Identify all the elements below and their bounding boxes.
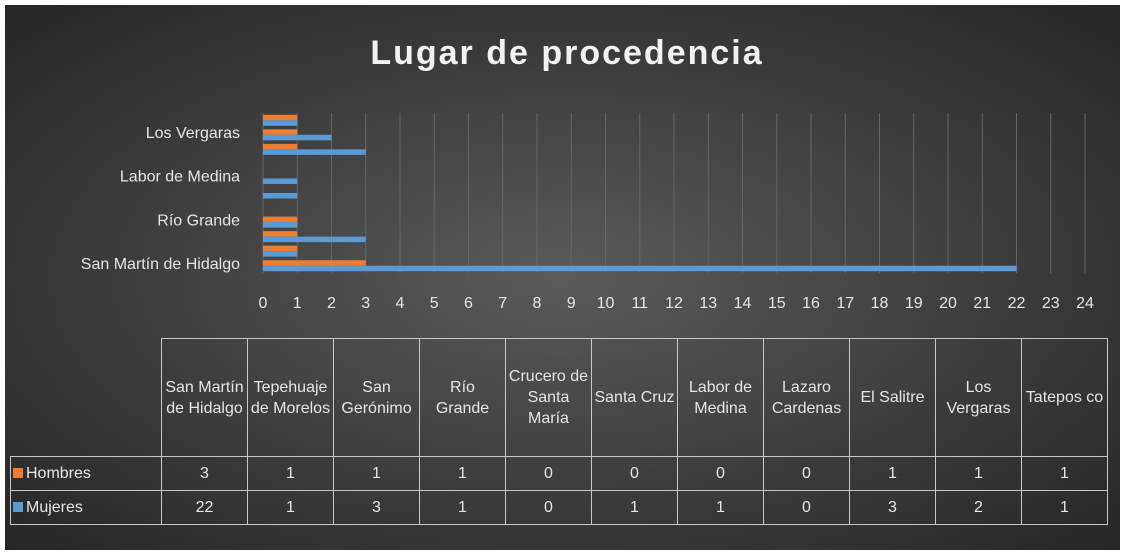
column-header: Labor de Medina — [677, 338, 764, 457]
bar — [263, 236, 366, 243]
table-value: 1 — [333, 456, 420, 491]
x-tick-label: 13 — [699, 295, 717, 312]
x-tick-label: 5 — [430, 295, 439, 312]
x-tick-label: 14 — [734, 295, 752, 312]
table-value: 0 — [763, 490, 850, 525]
y-tick-label: Los Vergaras — [146, 125, 240, 142]
bar — [263, 260, 366, 266]
column-header: Tepehuaje de Morelos — [247, 338, 334, 457]
bar — [263, 216, 298, 223]
x-tick-label: 20 — [939, 295, 957, 312]
x-tick-label: 9 — [567, 295, 576, 312]
table-value: 3 — [333, 490, 420, 525]
column-header: Crucero de Santa María — [505, 338, 592, 457]
x-tick-label: 21 — [973, 295, 991, 312]
table-value: 1 — [1021, 490, 1108, 525]
column-header: Tatepos co — [1021, 338, 1108, 457]
x-tick-label: 7 — [498, 295, 507, 312]
column-header: Lazaro Cardenas — [763, 338, 850, 457]
y-tick-label: Labor de Medina — [120, 169, 240, 186]
x-tick-label: 24 — [1076, 295, 1094, 312]
bar — [263, 143, 298, 150]
bar — [263, 134, 332, 141]
x-tick-label: 2 — [327, 295, 336, 312]
x-tick-label: 16 — [802, 295, 820, 312]
table-value: 22 — [161, 490, 248, 525]
bar — [263, 114, 298, 121]
table-value: 0 — [763, 456, 850, 491]
table-value: 1 — [591, 490, 678, 525]
data-table: San Martín de Hidalgo Tepehuaje de Morelo… — [10, 338, 1108, 525]
table-value: 3 — [161, 456, 248, 491]
legend-label: Mujeres — [26, 499, 83, 516]
x-tick-label: 3 — [361, 295, 370, 312]
x-tick-label: 4 — [396, 295, 405, 312]
column-header: Santa Cruz — [591, 338, 678, 457]
table-value: 1 — [1021, 456, 1108, 491]
chart-title: Lugar de procedencia — [370, 34, 763, 72]
legend-entry: Hombres — [10, 456, 162, 491]
corner — [10, 338, 162, 457]
column-header: San Martín de Hidalgo — [161, 338, 248, 457]
x-tick-label: 8 — [533, 295, 542, 312]
table-value: 1 — [247, 490, 334, 525]
legend-key — [13, 468, 23, 478]
table-value: 2 — [935, 490, 1022, 525]
x-tick-label: 22 — [1008, 295, 1026, 312]
table-value: 1 — [419, 456, 506, 491]
table-value: 1 — [849, 456, 936, 491]
y-tick-label: San Martín de Hidalgo — [81, 256, 240, 273]
bar — [263, 222, 298, 228]
column-header: Los Vergaras — [935, 338, 1022, 457]
bar — [263, 129, 298, 135]
x-tick-label: 17 — [836, 295, 854, 312]
x-tick-label: 6 — [464, 295, 473, 312]
y-tick-label: Río Grande — [157, 212, 240, 229]
table-value: 0 — [505, 456, 592, 491]
bar — [263, 193, 298, 199]
legend-key — [13, 502, 23, 512]
x-tick-label: 23 — [1042, 295, 1060, 312]
bar — [263, 149, 366, 155]
column-header: Río Grande — [419, 338, 506, 457]
table-value: 1 — [419, 490, 506, 525]
bar — [263, 178, 298, 184]
table-value: 0 — [505, 490, 592, 525]
x-tick-label: 10 — [597, 295, 615, 312]
bar — [263, 251, 298, 257]
table-value: 1 — [677, 490, 764, 525]
bar — [263, 231, 298, 237]
table-value: 0 — [677, 456, 764, 491]
legend-label: Hombres — [26, 465, 91, 482]
x-tick-label: 18 — [871, 295, 889, 312]
bar — [263, 265, 1017, 272]
table-value: 1 — [935, 456, 1022, 491]
table-value: 1 — [247, 456, 334, 491]
column-header: San Gerónimo — [333, 338, 420, 457]
bar — [263, 120, 298, 126]
x-tick-label: 12 — [665, 295, 683, 312]
x-tick-label: 11 — [631, 295, 648, 312]
x-tick-label: 1 — [293, 295, 302, 312]
x-tick-label: 15 — [768, 295, 786, 312]
bar — [263, 245, 298, 252]
x-tick-label: 19 — [905, 295, 923, 312]
table-value: 0 — [591, 456, 678, 491]
x-tick-label: 0 — [259, 295, 268, 312]
legend-entry: Mujeres — [10, 490, 162, 525]
table-value: 3 — [849, 490, 936, 525]
column-header: El Salitre — [849, 338, 936, 457]
